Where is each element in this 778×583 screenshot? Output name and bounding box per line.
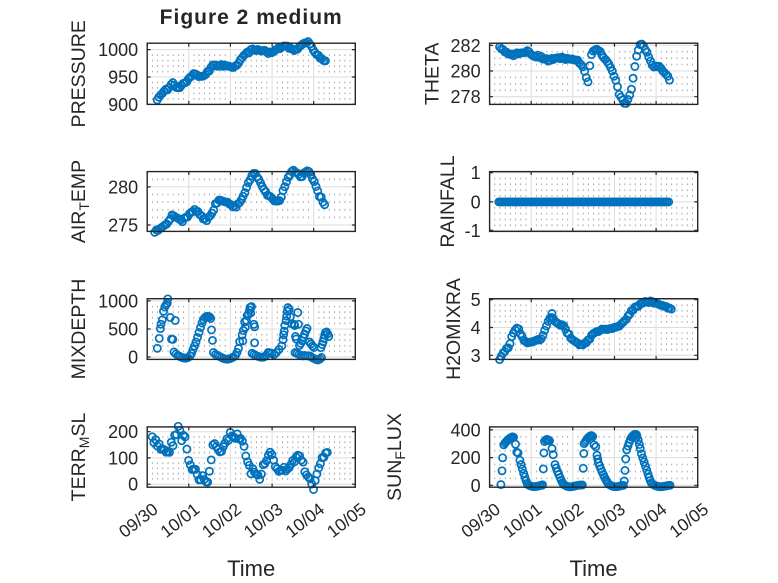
svg-text:4: 4	[471, 318, 481, 338]
svg-text:0: 0	[128, 348, 138, 368]
svg-text:1000: 1000	[98, 291, 138, 311]
svg-text:5: 5	[471, 290, 481, 310]
svg-text:900: 900	[108, 95, 138, 115]
svg-text:SUNF​LUX: SUNF​LUX	[384, 413, 408, 501]
svg-text:1000: 1000	[98, 40, 138, 60]
svg-text:100: 100	[108, 448, 138, 468]
svg-text:AIRT​EMP: AIRT​EMP	[68, 160, 92, 243]
svg-text:0: 0	[471, 192, 481, 212]
svg-text:280: 280	[451, 62, 481, 82]
svg-text:282: 282	[451, 36, 481, 56]
svg-text:0: 0	[128, 475, 138, 495]
svg-text:TERRM​SL: TERRM​SL	[68, 413, 92, 502]
svg-text:200: 200	[108, 422, 138, 442]
svg-text:1: 1	[471, 163, 481, 183]
svg-text:278: 278	[451, 87, 481, 107]
svg-text:500: 500	[108, 320, 138, 340]
svg-text:950: 950	[108, 68, 138, 88]
svg-text:400: 400	[451, 420, 481, 440]
svg-text:200: 200	[451, 448, 481, 468]
svg-text:PRESSURE: PRESSURE	[68, 20, 90, 127]
svg-text:275: 275	[108, 216, 138, 236]
svg-text:RAINFALL: RAINFALL	[437, 155, 459, 247]
svg-text:Figure 2 medium: Figure 2 medium	[160, 6, 343, 29]
svg-text:H2OMIXRA: H2OMIXRA	[443, 278, 465, 380]
svg-text:THETA: THETA	[422, 43, 444, 105]
svg-text:Time: Time	[570, 556, 618, 581]
svg-text:MIXDEPTH: MIXDEPTH	[68, 279, 90, 380]
svg-text:280: 280	[108, 177, 138, 197]
svg-text:Time: Time	[227, 556, 275, 581]
svg-text:3: 3	[471, 346, 481, 366]
svg-text:0: 0	[471, 476, 481, 496]
svg-text:-1: -1	[465, 221, 481, 241]
